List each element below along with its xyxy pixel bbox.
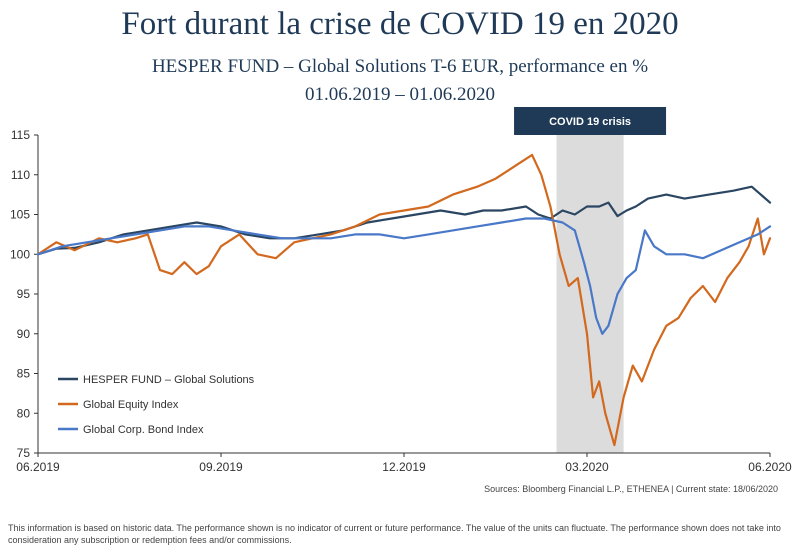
series-line-1	[36, 153, 772, 447]
y-tick-label: 75	[17, 446, 31, 460]
y-tick-label: 80	[17, 406, 31, 420]
x-tick-label: 06.2019	[16, 460, 60, 474]
y-tick-label: 105	[10, 208, 30, 222]
x-tick-label: 03.2020	[565, 460, 609, 474]
y-tick-label: 95	[17, 287, 31, 301]
covid-label-box	[514, 107, 667, 135]
x-tick-label: 09.2019	[199, 460, 243, 474]
disclaimer-text: This information is based on historic da…	[8, 523, 781, 545]
y-tick-label: 100	[10, 247, 30, 261]
legend-label: Global Corp. Bond Index	[83, 424, 204, 436]
y-tick-label: 85	[17, 367, 31, 381]
legend-label: Global Equity Index	[83, 399, 179, 411]
y-tick-label: 110	[11, 168, 30, 182]
y-tick-label: 90	[17, 327, 31, 341]
chart-date-range: 01.06.2019 – 01.06.2020	[305, 84, 495, 105]
x-tick-label: 12.2019	[382, 460, 426, 474]
series-line-2	[36, 217, 772, 335]
legend-label: HESPER FUND – Global Solutions	[83, 374, 255, 386]
chart-subtitle: HESPER FUND – Global Solutions T-6 EUR, …	[151, 56, 649, 77]
covid-label: COVID 19 crisis	[549, 116, 631, 128]
series-layer	[36, 153, 772, 447]
sources-note: Sources: Bloomberg Financial L.P., ETHEN…	[484, 484, 778, 494]
series-line-0	[36, 185, 772, 256]
legend: HESPER FUND – Global Solutions Global Equ…	[45, 365, 265, 445]
x-tick-label: 06.2020	[748, 460, 792, 474]
axis-layer: 75 80 85 90 95 100 105 110 115 06.2019 09.2019 12.2…	[10, 128, 792, 474]
y-tick-label: 115	[11, 128, 30, 142]
legend-box	[45, 365, 265, 445]
covid-band-layer: COVID 19 crisis	[514, 107, 667, 453]
page-title: Fort durant la crise de COVID 19 en 2020	[121, 6, 679, 42]
